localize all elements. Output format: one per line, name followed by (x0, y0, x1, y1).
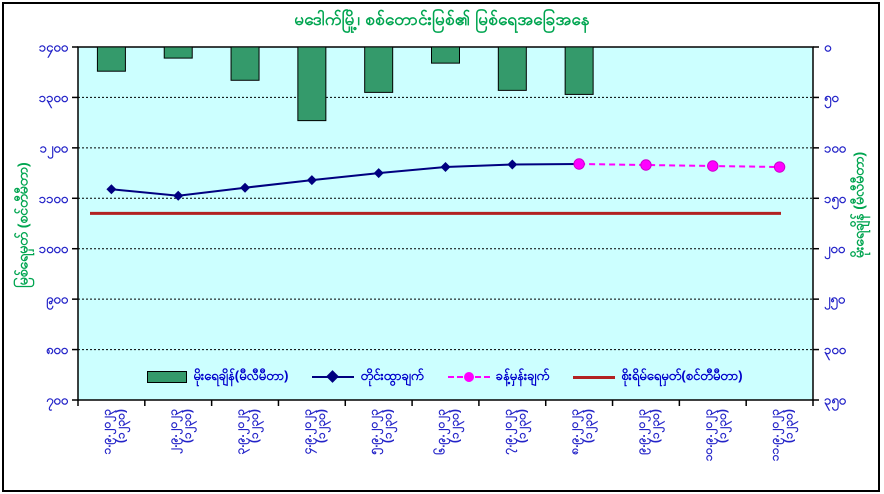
rainfall-bar-6 (497, 46, 527, 91)
chart-legend: မိုးရေချိန်(မီလီမီတာ) တိုင်းထွာချက် ခန့်… (90, 364, 800, 390)
rainfall-swatch-icon (147, 371, 188, 383)
forecast-circle-marker-icon (463, 372, 474, 382)
left-axis-tick-label: ၇၀၀ (46, 393, 69, 412)
legend-item-danger: စိုးရိမ်ရေမှတ်(စင်တီမီတာ) (573, 367, 743, 387)
left-axis-tick-label: ၁၃၀၀ (39, 90, 69, 109)
x-axis-label-5: ၆.၉.၂၀၂၃(၁၂၃၀) (432, 409, 466, 456)
right-axis-tick-label: ၂၅၀ (824, 292, 846, 311)
legend-label-rainfall: မိုးရေချိန်(မီလီမီတာ) (193, 367, 289, 383)
legend-label-forecast: ခန့်မှန်းချက် (495, 367, 550, 383)
right-axis-tick-label: ၃၀၀ (824, 342, 847, 361)
measured-line-swatch-icon (312, 370, 355, 383)
left-axis-tick-label: ၁၁၀၀ (39, 191, 69, 206)
rainfall-bar-0 (96, 46, 126, 72)
legend-item-forecast: ခန့်မှန်းချက် (447, 367, 550, 387)
rainfall-bar-2 (230, 46, 260, 81)
right-axis-tick-label: ၀ (824, 40, 832, 55)
right-axis-tick-label: ၁၅၀ (824, 191, 847, 210)
measured-line (111, 162, 580, 197)
legend-item-rainfall: မိုးရေချိန်(မီလီမီတာ) (147, 368, 288, 387)
left-axis-tick-label: ၁၄၀၀ (39, 40, 69, 59)
right-axis-tick-label: ၁၀၀ (824, 140, 847, 155)
forecast-point-3 (773, 161, 786, 173)
danger-line-swatch-icon (573, 375, 616, 379)
left-axis-tick-label: ၈၀၀ (46, 342, 69, 357)
rainfall-bar-7 (564, 46, 594, 95)
measured-point-1 (173, 190, 184, 201)
right-axis-tick-label: ၂၀၀ (824, 241, 846, 260)
x-axis-label-8: ၉.၉.၂၀၂၃(၁၂၃၀) (634, 409, 666, 456)
x-axis-label-4: ၅.၉.၂၀၂၃(၁၂၃၀) (367, 409, 399, 456)
rainfall-bar-1 (163, 46, 193, 59)
rainfall-bar-5 (431, 46, 460, 64)
chart-title: မဒေါက်မြို့၊ စစ်တောင်းမြစ်၏ မြစ်ရေအခြေအန… (294, 10, 590, 29)
left-axis-tick-label: ၁၀၀၀ (39, 241, 69, 256)
right-axis-tick-label: ၃၅၀ (824, 393, 847, 412)
forecast-point-2 (707, 160, 719, 172)
x-axis-label-10: ၁၁.၉.၂၀၂၃(၁၂၃၀) (768, 409, 800, 461)
measured-point-6 (507, 159, 518, 170)
plot-area (77, 46, 814, 401)
x-axis-label-2: ၃.၉.၂၀၂၃(၁၂၃၀) (233, 409, 265, 455)
left-axis-tick-label: ၁၂၀၀ (40, 140, 69, 159)
x-axis-label-6: ၇.၉.၂၀၂၃(၁၂၃၀) (500, 409, 532, 456)
x-axis-label-0: ၁.၉.၂၀၂၃(၁၂၃၀) (99, 409, 131, 455)
forecast-point-1 (640, 159, 652, 171)
rainfall-bar-3 (297, 46, 327, 122)
legend-label-danger: စိုးရိမ်ရေမှတ်(စင်တီမီတာ) (621, 367, 743, 383)
forecast-line (579, 162, 780, 169)
forecast-point-0 (573, 158, 585, 170)
rainfall-bar-4 (364, 46, 394, 93)
right-axis-tick-label: ၅၀ (824, 90, 839, 109)
x-axis-label-3: ၄.၉.၂၀၂၃(၁၂၃၀) (300, 409, 332, 456)
forecast-line-swatch-icon (447, 371, 490, 383)
measured-point-3 (306, 175, 317, 186)
measured-point-4 (373, 168, 384, 179)
measured-diamond-marker-icon (326, 370, 340, 383)
x-axis-label-9: ၁၀.၉.၂၀၂၃(၁၂၃၀) (701, 409, 733, 461)
x-axis-label-1: ၂.၉.၂၀၂၃(၁၂၃၀) (166, 409, 198, 455)
legend-item-measured: တိုင်းထွာချက် (312, 367, 424, 387)
measured-point-2 (240, 182, 251, 193)
x-axis-label-7: ၈.၉.၂၀၂၃(၁၂၃၀) (567, 409, 599, 456)
legend-label-measured: တိုင်းထွာချက် (360, 367, 424, 383)
left-axis-tick-label: ၉၀၀ (46, 292, 69, 311)
measured-point-5 (440, 162, 451, 173)
measured-point-0 (106, 184, 117, 195)
